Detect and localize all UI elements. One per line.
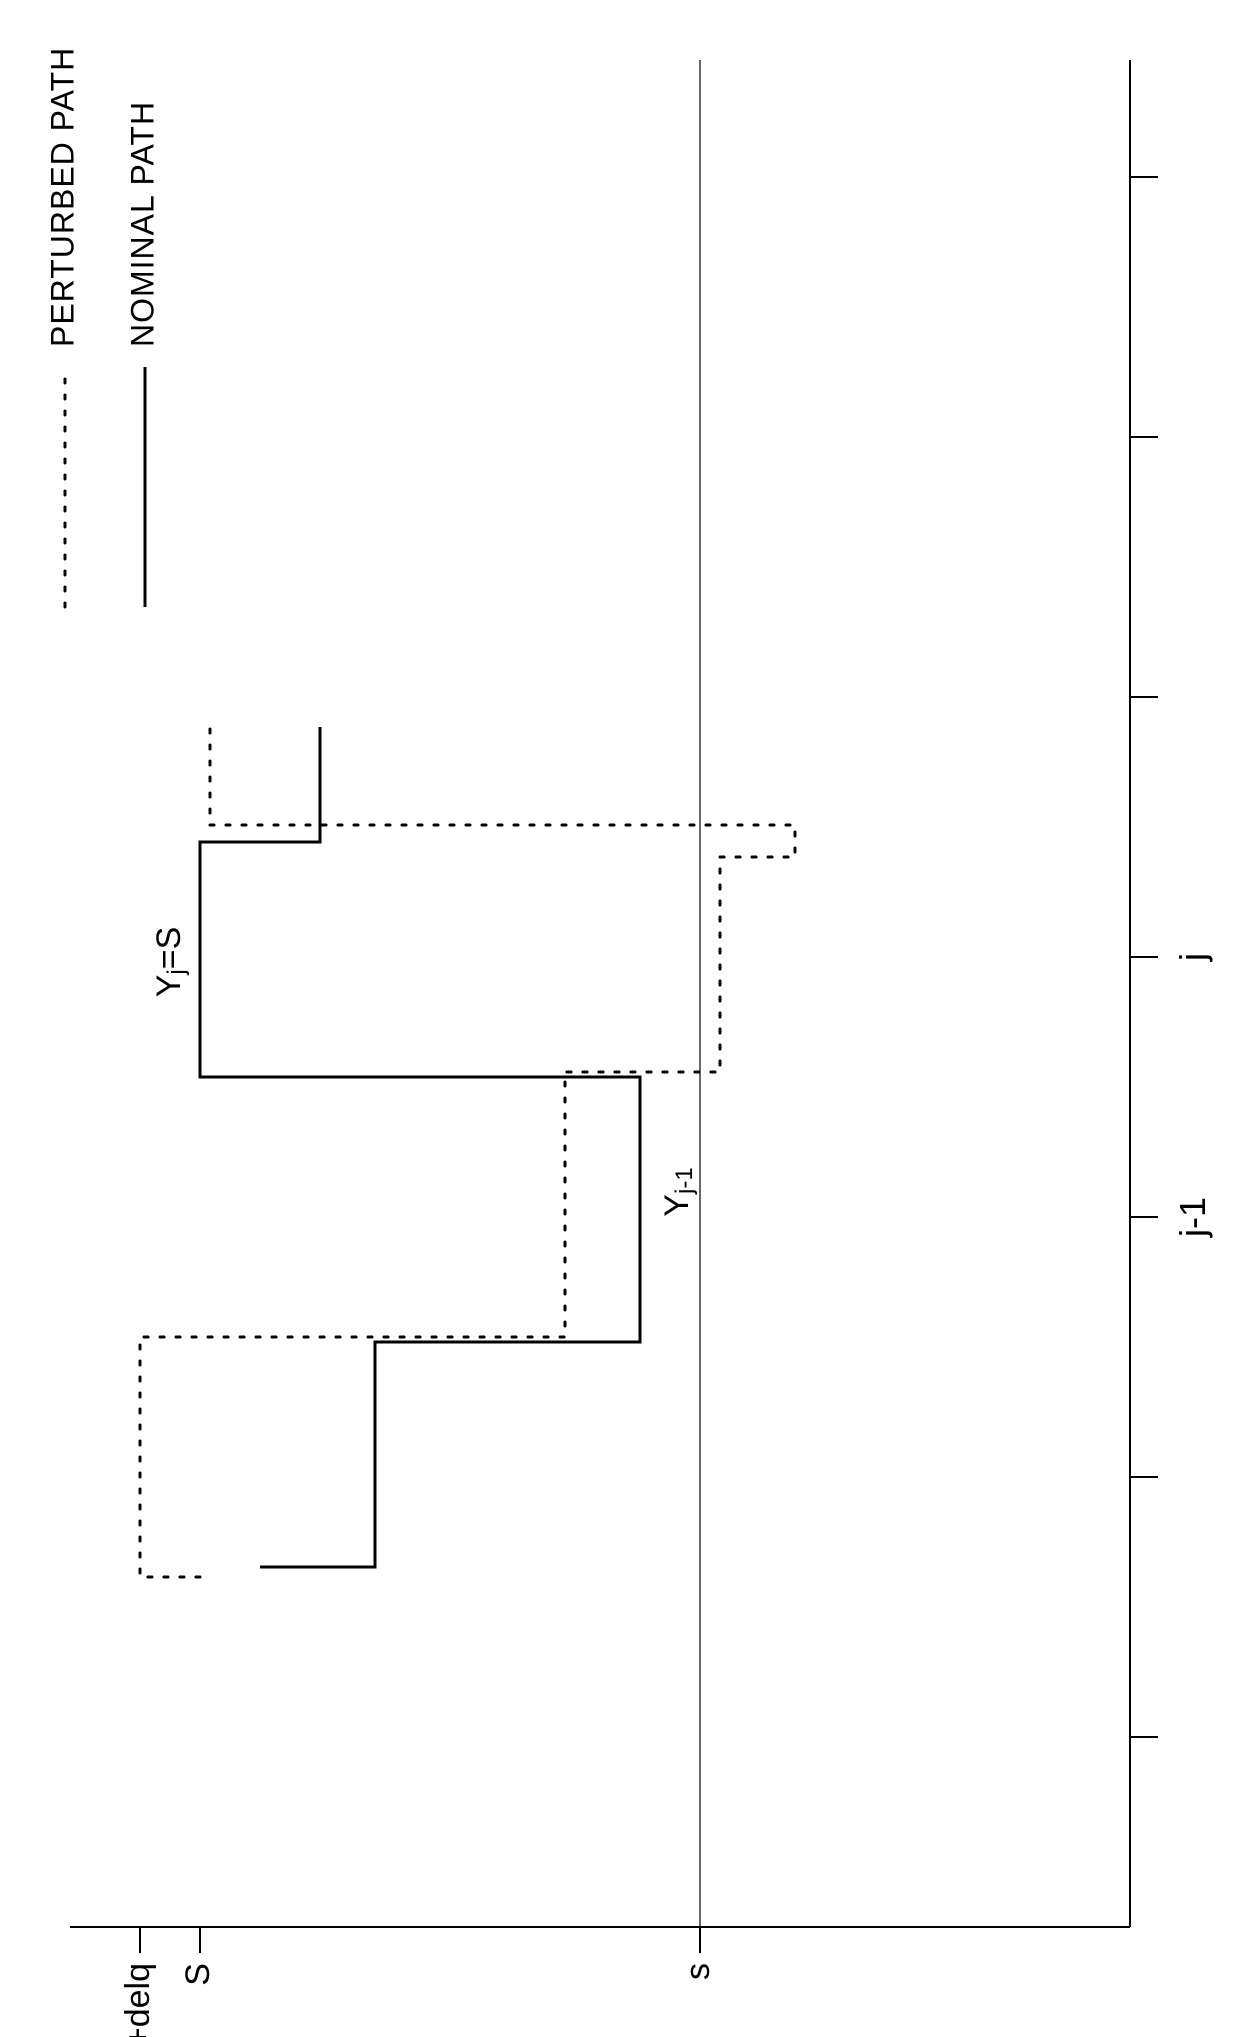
annot-YjS: Yj=S	[150, 927, 190, 998]
legend-perturbed-label: PERTURBED PATH	[44, 47, 80, 347]
ylabel-s: s	[679, 1963, 717, 1980]
xlabel-jm1: j-1	[1172, 1197, 1213, 1238]
ylabel-S: S	[179, 1963, 217, 1986]
x-ticks	[1130, 177, 1158, 1737]
nominal-path	[200, 727, 640, 1567]
legend: PERTURBED PATH NOMINAL PATH	[44, 47, 160, 607]
ylabel-Sdelq: S+delq	[119, 1963, 157, 2037]
perturbed-path	[140, 727, 795, 1577]
xlabel-j: j	[1172, 953, 1213, 962]
path-comparison-chart: S+delq S s j-1 j Yj-1 Yj=S PERTURBED	[0, 0, 1240, 2037]
legend-nominal-label: NOMINAL PATH	[124, 101, 160, 347]
annot-Yjm1: Yj-1	[658, 1167, 698, 1216]
